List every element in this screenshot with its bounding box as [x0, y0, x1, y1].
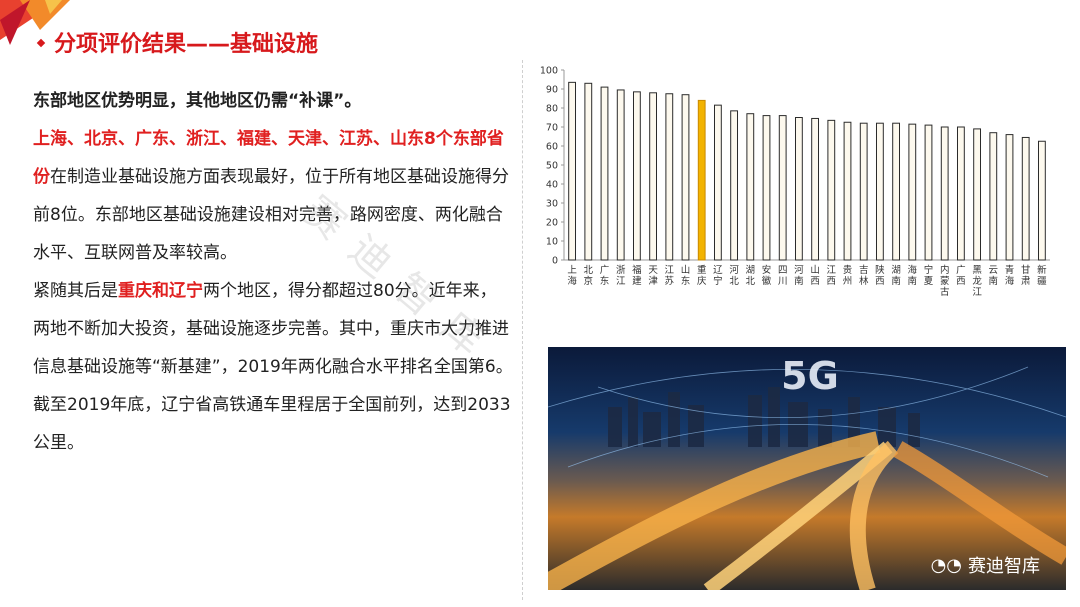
x-tick-label: 湖北: [746, 265, 756, 287]
city-5g-photo: 5G ◔◔ 赛迪智库: [548, 347, 1066, 590]
wechat-icon: ◔◔: [930, 554, 962, 576]
x-tick-label: 内蒙古: [940, 264, 950, 298]
y-tick-label: 60: [546, 142, 558, 153]
bar-10: [730, 110, 739, 261]
bar-0: [568, 81, 577, 261]
chongqing-liaoning-highlight: 重庆和辽宁: [118, 281, 203, 301]
x-tick-label: 青海: [1005, 264, 1015, 287]
bar-22: [924, 124, 933, 261]
x-tick-label: 上海: [567, 265, 577, 287]
body-text: 东部地区优势明显，其他地区仍需“补课”。 上海、北京、广东、浙江、福建、天津、江…: [33, 82, 513, 462]
x-tick-label: 北京: [584, 265, 594, 287]
lead-paragraph: 东部地区优势明显，其他地区仍需“补课”。: [33, 91, 362, 111]
x-tick-label: 广西: [956, 264, 966, 287]
divider: [522, 60, 523, 600]
east-provinces-highlight: 上海、北京、广东、浙江、福建、天津、江苏、山东8个东部省份: [33, 129, 504, 187]
x-tick-label: 江苏: [665, 265, 675, 287]
bar-6: [665, 93, 674, 261]
x-tick-label: 辽宁: [713, 264, 723, 287]
bar-19: [875, 122, 884, 261]
x-tick-label: 山东: [681, 265, 691, 287]
y-tick-label: 30: [546, 199, 558, 210]
x-tick-label: 吉林: [859, 265, 869, 287]
x-tick-label: 江西: [827, 265, 837, 287]
corner-decoration: [0, 0, 70, 45]
x-tick-label: 云南: [989, 265, 999, 287]
bar-12: [762, 115, 771, 261]
bar-18: [859, 122, 868, 261]
y-tick-label: 50: [546, 161, 558, 172]
x-tick-label: 安徽: [762, 264, 772, 287]
y-tick-label: 100: [540, 66, 558, 77]
x-tick-label: 四川: [778, 265, 788, 287]
bar-7: [681, 94, 690, 261]
paragraph-followers-pre: 紧随其后是: [33, 281, 118, 301]
paragraph-east-rest: 在制造业基础设施方面表现最好，位于所有地区基础设施得分前8位。东部地区基础设施建…: [33, 167, 509, 263]
y-tick-label: 20: [546, 218, 558, 229]
x-tick-label: 贵州: [843, 264, 853, 287]
bar-29: [1037, 140, 1046, 261]
bar-13: [778, 115, 787, 261]
page-title: 分项评价结果——基础设施: [54, 32, 319, 57]
x-tick-label: 广东: [600, 264, 610, 287]
x-tick-label: 黑龙江: [972, 265, 982, 298]
bar-24: [956, 126, 965, 261]
paragraph-east: 上海、北京、广东、浙江、福建、天津、江苏、山东8个东部省份在制造业基础设施方面表…: [33, 120, 513, 272]
x-tick-label: 陕西: [875, 264, 885, 287]
bar-5: [649, 92, 658, 261]
x-tick-label: 山西: [810, 265, 820, 287]
paragraph-followers: 紧随其后是重庆和辽宁两个地区，得分都超过80分。近年来，两地不断加大投资，基础设…: [33, 272, 513, 462]
bar-27: [1005, 134, 1014, 261]
y-tick-label: 10: [546, 237, 558, 248]
x-tick-label: 湖南: [891, 265, 901, 287]
bar-23: [940, 126, 949, 261]
x-tick-label: 重庆: [697, 264, 707, 287]
y-tick-label: 40: [546, 180, 558, 191]
city-illustration: 5G: [548, 354, 1066, 590]
x-tick-label: 宁夏: [924, 264, 934, 287]
bar-11: [746, 113, 755, 261]
bar-9: [713, 104, 722, 261]
x-tick-label: 甘肃: [1021, 264, 1031, 287]
x-tick-label: 浙江: [616, 264, 626, 287]
y-tick-label: 70: [546, 123, 558, 134]
x-tick-label: 新疆: [1037, 264, 1047, 287]
brand-name: 赛迪智库: [968, 556, 1040, 577]
bar-3: [616, 89, 625, 261]
y-tick-label: 0: [552, 256, 558, 267]
bar-chart: 0 10 20 30 40 50 60 70 80 90 100 上海北京广东浙江福建天津江苏山东重庆…: [540, 66, 1050, 298]
x-tick-label: 福建: [632, 264, 642, 287]
5g-label: 5G: [781, 354, 839, 398]
bar-16: [827, 119, 836, 261]
brand-badge: ◔◔ 赛迪智库: [931, 552, 1040, 578]
bar-28: [1021, 136, 1030, 261]
bar-20: [892, 122, 901, 261]
y-tick-label: 90: [546, 85, 558, 96]
bar-15: [811, 117, 820, 261]
bar-14: [794, 117, 803, 261]
bar-25: [973, 128, 982, 261]
bar-21: [908, 123, 917, 261]
bar-2: [600, 86, 609, 261]
bar-4: [632, 91, 641, 261]
x-tick-label: 天津: [648, 265, 658, 287]
paragraph-followers-rest: 两个地区，得分都超过80分。近年来，两地不断加大投资，基础设施逐步完善。其中，重…: [33, 281, 513, 453]
x-tick-label: 河南: [794, 264, 804, 287]
y-tick-label: 80: [546, 104, 558, 115]
x-tick-label: 海南: [908, 264, 918, 287]
x-tick-label: 河北: [729, 264, 739, 287]
bar-26: [989, 132, 998, 261]
bar-17: [843, 121, 852, 261]
bar-8: [697, 99, 706, 261]
bar-1: [584, 82, 593, 261]
